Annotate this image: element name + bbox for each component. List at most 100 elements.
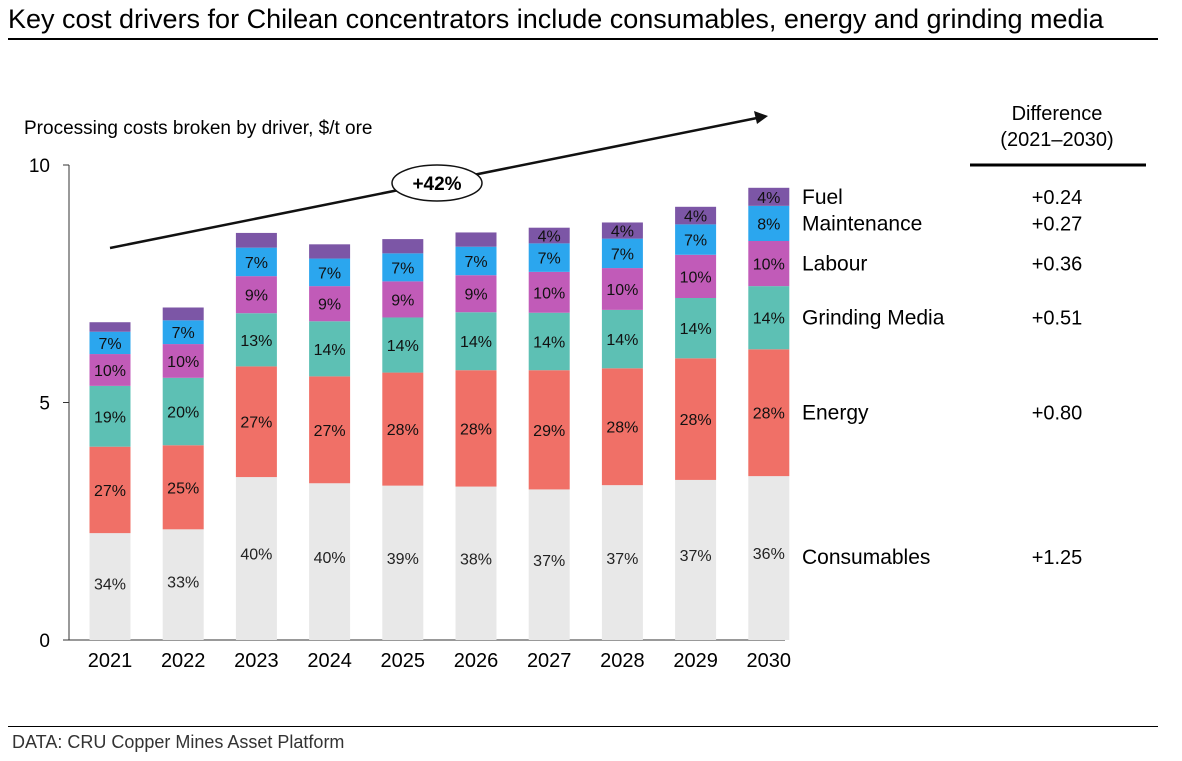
- bar-segment-maintenance: [455, 246, 497, 276]
- bar-segment-energy: [89, 446, 131, 534]
- chart-title: Key cost drivers for Chilean concentrato…: [8, 4, 1104, 34]
- bar-segment-labour: [162, 344, 204, 378]
- bar-segment-fuel: [528, 227, 570, 244]
- bar-segment-energy: [748, 349, 790, 477]
- bar-segment-grinding-media: [675, 298, 717, 359]
- bar-segment-maintenance: [528, 243, 570, 272]
- bar-data-label: 7%: [245, 255, 268, 272]
- legend-label-labour: Labour: [802, 253, 867, 276]
- difference-value-grinding-media: +0.51: [1032, 308, 1083, 330]
- bar-segment-fuel: [455, 232, 497, 247]
- bar-data-label: 7%: [538, 251, 561, 268]
- bar-data-label: 8%: [757, 216, 780, 233]
- bar-segment-consumables: [162, 529, 204, 640]
- bar-segment-consumables: [89, 533, 131, 640]
- bar-data-label: 36%: [753, 546, 785, 563]
- y-tick-label: 5: [39, 394, 50, 415]
- bar-segment-maintenance: [748, 205, 790, 241]
- bar-data-label: 10%: [753, 257, 785, 274]
- bar-data-label: 7%: [464, 254, 487, 271]
- legend-label-grinding-media: Grinding Media: [802, 307, 945, 330]
- bar-segment-fuel: [601, 222, 643, 239]
- x-tick-label: 2027: [527, 650, 572, 672]
- x-tick-label: 2028: [600, 650, 645, 672]
- bar-segment-grinding-media: [601, 309, 643, 369]
- bar-data-label: 7%: [98, 336, 121, 353]
- trend-arrow-head-icon: [754, 111, 768, 124]
- bar-segment-fuel: [89, 322, 131, 332]
- bar-data-label: 10%: [94, 363, 126, 380]
- bar-data-label: 7%: [318, 265, 341, 282]
- bar-segment-fuel: [162, 307, 204, 321]
- bar-data-label: 37%: [533, 553, 565, 570]
- bar-data-label: 19%: [94, 409, 126, 426]
- bar-segment-grinding-media: [235, 313, 277, 367]
- bar-segment-fuel: [235, 232, 277, 248]
- bar-data-label: 9%: [391, 292, 414, 309]
- bar-data-label: 10%: [167, 354, 199, 371]
- bar-data-label: 40%: [314, 550, 346, 567]
- legend-label-fuel: Fuel: [802, 186, 843, 209]
- x-tick-label: 2022: [161, 650, 206, 672]
- bar-data-label: 20%: [167, 405, 199, 422]
- bar-segment-energy: [601, 368, 643, 486]
- bar-data-label: 28%: [606, 420, 638, 437]
- bar-data-label: 28%: [680, 412, 712, 429]
- bar-segment-energy: [528, 370, 570, 490]
- bar-data-label: 14%: [387, 338, 419, 355]
- difference-value-consumables: +1.25: [1032, 547, 1083, 569]
- bar-data-label: 7%: [172, 325, 195, 342]
- bar-data-label: 27%: [240, 415, 272, 432]
- difference-value-maintenance: +0.27: [1032, 213, 1083, 235]
- title-divider: [8, 38, 1158, 40]
- chart-subtitle: Processing costs broken by driver, $/t o…: [24, 118, 373, 139]
- bar-data-label: 29%: [533, 423, 565, 440]
- bar-segment-energy: [235, 366, 277, 478]
- stacked-bar-chart: Processing costs broken by driver, $/t o…: [24, 103, 1146, 672]
- bar-segment-labour: [382, 281, 424, 318]
- bar-segment-fuel: [382, 239, 424, 254]
- bar-data-label: 7%: [391, 260, 414, 277]
- bar-segment-grinding-media: [382, 317, 424, 373]
- bar-segment-consumables: [455, 486, 497, 640]
- bar-segment-energy: [309, 376, 351, 484]
- bar-segment-energy: [382, 372, 424, 486]
- bar-data-label: 9%: [318, 297, 341, 314]
- bar-data-label: 27%: [94, 483, 126, 500]
- bar-data-label: 38%: [460, 552, 492, 569]
- bar-data-label: 28%: [460, 421, 492, 438]
- bar-data-label: 28%: [387, 422, 419, 439]
- difference-value-fuel: +0.24: [1032, 187, 1083, 209]
- difference-value-energy: +0.80: [1032, 403, 1083, 425]
- bar-data-label: 34%: [94, 576, 126, 593]
- bar-data-label: 14%: [606, 332, 638, 349]
- bar-segment-grinding-media: [455, 312, 497, 371]
- x-tick-label: 2023: [234, 650, 279, 672]
- y-tick-label: 10: [29, 156, 50, 177]
- bar-segment-maintenance: [235, 247, 277, 277]
- x-tick-label: 2024: [307, 650, 352, 672]
- x-tick-label: 2025: [381, 650, 426, 672]
- bar-segment-energy: [675, 358, 717, 480]
- bar-segment-maintenance: [601, 238, 643, 269]
- bar-segment-fuel: [748, 187, 790, 206]
- bar-data-label: 33%: [167, 574, 199, 591]
- bar-segment-fuel: [309, 244, 351, 259]
- bar-segment-energy: [455, 370, 497, 487]
- bar-data-label: 13%: [240, 333, 272, 350]
- bar-segment-consumables: [675, 479, 717, 640]
- bar-data-label: 14%: [533, 334, 565, 351]
- bar-data-label: 14%: [680, 321, 712, 338]
- bar-segment-consumables: [309, 483, 351, 640]
- bar-segment-consumables: [382, 485, 424, 640]
- bar-segment-grinding-media: [309, 321, 351, 377]
- legend-label-energy: Energy: [802, 402, 869, 425]
- x-tick-label: 2026: [454, 650, 499, 672]
- bar-data-label: 40%: [240, 547, 272, 564]
- bar-data-label: 4%: [611, 224, 634, 241]
- bar-segment-maintenance: [675, 224, 717, 255]
- difference-value-labour: +0.36: [1032, 254, 1083, 276]
- bar-segment-fuel: [675, 206, 717, 225]
- bar-data-label: 4%: [757, 190, 780, 207]
- y-tick-label: 0: [39, 631, 50, 652]
